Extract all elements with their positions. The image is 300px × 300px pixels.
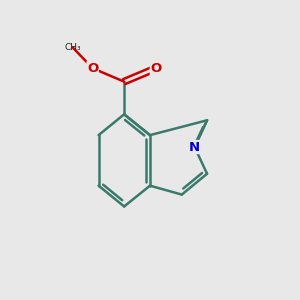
Text: O: O [150,62,162,75]
Text: N: N [189,140,200,154]
Text: O: O [87,62,98,75]
Text: CH₃: CH₃ [64,43,81,52]
